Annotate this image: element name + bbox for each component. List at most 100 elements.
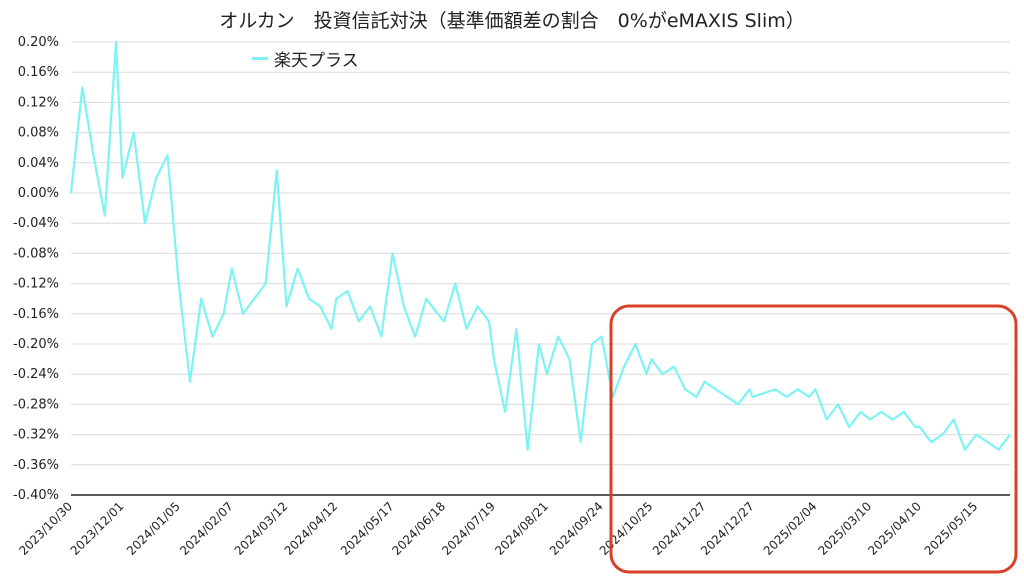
data-point (276, 169, 278, 171)
data-point (436, 313, 439, 315)
data-point (81, 86, 83, 88)
data-point (623, 366, 625, 368)
data-point (391, 252, 394, 254)
data-point (1009, 434, 1011, 436)
data-point (546, 373, 548, 375)
data-point (504, 411, 506, 413)
data-point (319, 305, 321, 307)
data-point (748, 388, 751, 390)
data-point (242, 313, 244, 315)
data-point (662, 373, 664, 375)
data-point (684, 388, 686, 390)
data-point (144, 222, 146, 224)
data-point (941, 434, 944, 436)
x-tick-label: 2024/07/19 (439, 499, 498, 558)
data-point (231, 267, 233, 270)
data-point (403, 305, 405, 307)
data-point (465, 328, 468, 330)
data-point (330, 328, 333, 330)
y-tick-label: -0.28% (13, 397, 59, 412)
data-point (477, 305, 479, 307)
series-line-rakuten-plus (69, 40, 1011, 451)
x-tick-label: 2025/05/15 (922, 499, 981, 558)
data-point (121, 177, 124, 179)
data-point (488, 320, 490, 322)
data-point (797, 388, 799, 390)
data-point (538, 343, 540, 345)
data-point (297, 267, 299, 270)
x-tick-label: 2023/10/30 (16, 499, 75, 558)
chart-title: オルカン 投資信託対決（基準価額差の割合 0%がeMAXIS Slim） (219, 10, 805, 32)
y-tick-label: -0.04% (13, 216, 59, 231)
data-point (358, 320, 360, 322)
data-point (70, 192, 72, 194)
y-tick-label: 0.20% (18, 35, 59, 50)
y-tick-label: 0.12% (18, 95, 59, 110)
data-point (785, 396, 788, 398)
x-tick-label: 2024/08/21 (492, 499, 551, 558)
data-point (930, 441, 932, 443)
data-point (715, 388, 717, 390)
data-point (557, 335, 559, 338)
y-tick-label: -0.36% (13, 458, 59, 473)
data-point (155, 177, 157, 179)
data-point (454, 283, 456, 285)
data-point (92, 154, 95, 156)
data-point (986, 441, 989, 443)
data-point (919, 426, 921, 428)
data-point (826, 418, 828, 421)
y-tick-label: -0.40% (13, 488, 59, 503)
data-point (646, 373, 648, 375)
data-point (869, 418, 871, 421)
x-tick-label: 2024/01/05 (124, 499, 183, 558)
data-point (223, 313, 225, 315)
x-tick-label: 2024/02/07 (177, 499, 236, 558)
series-layer (69, 40, 1011, 451)
data-point (527, 449, 529, 451)
x-tick-label: 2023/12/01 (68, 499, 127, 558)
data-point (695, 396, 698, 398)
data-point (650, 358, 653, 360)
highlight-box (609, 304, 1018, 574)
y-axis-ticks: 0.20% 0.16% 0.12% 0.08% 0.04% 0.00% -0.04% -0.0… (13, 35, 59, 503)
data-point (414, 335, 416, 338)
y-tick-label: -0.16% (13, 307, 59, 322)
data-point (964, 449, 966, 451)
y-tick-label: 0.16% (18, 65, 59, 80)
data-point (335, 298, 337, 300)
data-point (264, 283, 267, 285)
data-point (892, 418, 894, 421)
data-point (774, 388, 776, 390)
data-point (612, 396, 614, 398)
data-point (726, 396, 728, 398)
data-point (104, 215, 106, 217)
data-point (133, 132, 135, 134)
data-point (189, 381, 191, 383)
data-point (515, 328, 517, 330)
data-point (880, 411, 882, 413)
y-tick-label: -0.08% (13, 246, 59, 261)
data-point (737, 403, 739, 405)
data-point (591, 343, 593, 345)
data-point (380, 335, 382, 338)
legend-swatch (252, 57, 268, 60)
data-point (568, 358, 571, 360)
y-tick-label: 0.08% (18, 126, 59, 141)
data-point (200, 298, 202, 300)
data-point (837, 403, 839, 405)
y-tick-label: -0.20% (13, 337, 59, 352)
data-point (211, 335, 214, 338)
data-point (634, 343, 636, 345)
x-tick-label: 2024/05/17 (338, 499, 397, 558)
data-point (308, 298, 310, 300)
x-tick-label: 2025/04/10 (865, 499, 924, 558)
data-point (580, 441, 582, 443)
y-tick-label: -0.32% (13, 428, 59, 443)
data-point (115, 41, 117, 43)
data-point (914, 426, 916, 428)
y-tick-label: 0.00% (18, 186, 59, 201)
data-point (425, 298, 427, 300)
data-point (166, 154, 169, 156)
data-point (673, 366, 675, 368)
